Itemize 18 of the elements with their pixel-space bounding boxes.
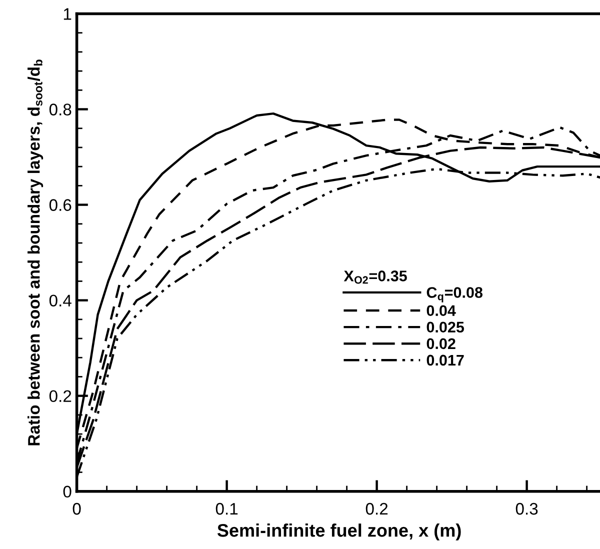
legend-label: 0.017 [426, 354, 464, 366]
legend-label: 0.02 [426, 338, 456, 350]
legend-label: C$_{q}$=0.08 [426, 287, 483, 302]
y-tick-label: 1 [64, 8, 72, 20]
y-tick-label: 0.4 [49, 294, 72, 307]
x-tick-label: 0 [72, 502, 81, 515]
y-tick-label: 0.2 [49, 390, 72, 402]
x-tick-label: 0.1 [216, 502, 238, 515]
legend-title: X$_{O2}$=0.35 [344, 270, 407, 284]
y-axis-title: Ratio between soot and boundary layers, d$_{soot}$/d$_{b}$ [28, 60, 44, 446]
legend-label: 0.04 [426, 305, 456, 316]
x-axis-title: Semi-infinite fuel zone, x (m) [217, 524, 461, 540]
x-tick-label: 0.3 [516, 502, 538, 515]
y-tick-label: 0.6 [49, 199, 72, 211]
y-tick-label: 0 [63, 486, 72, 498]
y-tick-label: 0.8 [49, 104, 72, 116]
legend-label: 0.025 [426, 322, 464, 333]
x-tick-label: 0.2 [366, 502, 388, 515]
